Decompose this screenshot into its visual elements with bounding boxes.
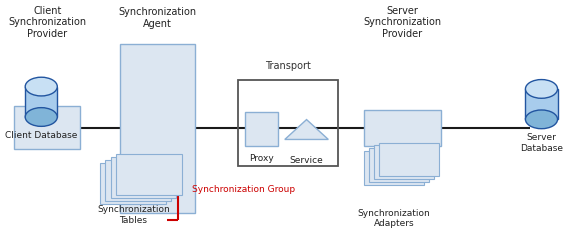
Text: Transport: Transport — [265, 61, 311, 71]
FancyBboxPatch shape — [100, 163, 166, 204]
FancyBboxPatch shape — [14, 106, 80, 149]
FancyBboxPatch shape — [111, 157, 176, 198]
Ellipse shape — [525, 80, 558, 98]
FancyBboxPatch shape — [116, 154, 182, 195]
FancyBboxPatch shape — [374, 145, 434, 179]
FancyBboxPatch shape — [105, 160, 171, 201]
FancyBboxPatch shape — [379, 143, 439, 176]
FancyBboxPatch shape — [120, 44, 195, 213]
Text: Synchronization Group: Synchronization Group — [192, 185, 295, 194]
Ellipse shape — [25, 108, 57, 126]
Polygon shape — [25, 87, 57, 117]
Ellipse shape — [525, 110, 558, 129]
Text: Client
Synchronization
Provider: Client Synchronization Provider — [8, 6, 87, 39]
Polygon shape — [525, 89, 558, 119]
FancyBboxPatch shape — [245, 112, 278, 146]
Text: Proxy: Proxy — [249, 154, 274, 163]
FancyBboxPatch shape — [364, 151, 424, 185]
Text: Synchronization
Adapters: Synchronization Adapters — [358, 209, 430, 228]
Text: Server
Synchronization
Provider: Server Synchronization Provider — [363, 6, 442, 39]
Text: Service: Service — [290, 156, 323, 165]
Ellipse shape — [25, 77, 57, 96]
Text: Client Database: Client Database — [5, 131, 77, 140]
Polygon shape — [285, 120, 328, 139]
Text: Server
Database: Server Database — [520, 133, 563, 153]
FancyBboxPatch shape — [364, 110, 441, 146]
Text: Synchronization
Tables: Synchronization Tables — [97, 205, 170, 225]
FancyBboxPatch shape — [369, 148, 429, 182]
Text: Synchronization
Agent: Synchronization Agent — [119, 7, 197, 29]
